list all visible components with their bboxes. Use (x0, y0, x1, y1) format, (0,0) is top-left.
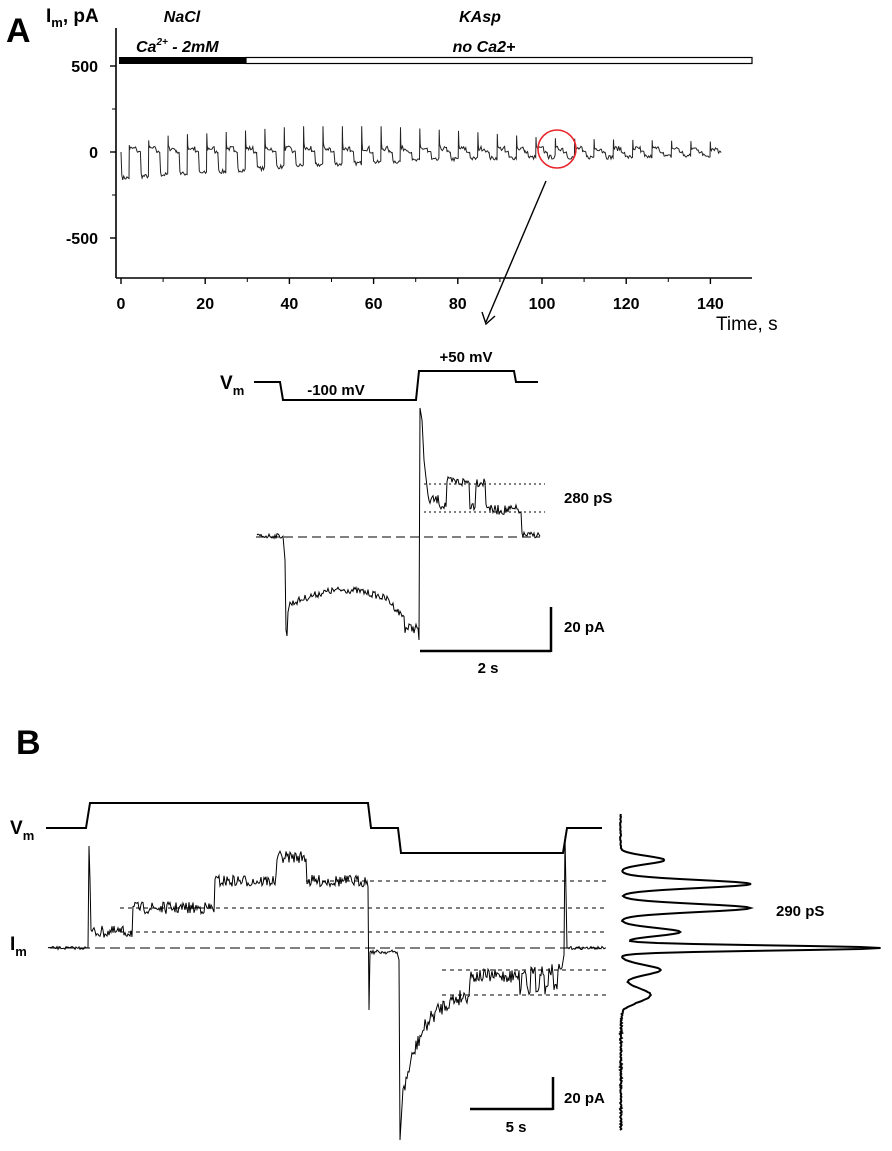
zoom-arrowhead (481, 311, 496, 326)
scale-time-a: 2 s (478, 660, 499, 677)
x-tick-label: 0 (117, 296, 126, 313)
x-axis-label: Time, s (716, 314, 778, 335)
x-ticks: 0 20 40 60 80 100 120 140 (117, 278, 724, 313)
solution-left-line2: Ca2+ - 2mM (136, 37, 219, 56)
x-tick-label: 40 (281, 296, 299, 313)
panel-a-ylabel: Im, pA (46, 6, 99, 30)
single-sweep-current-trace (256, 407, 541, 641)
vm-label-b: Vm (10, 818, 34, 843)
x-tick-label: 120 (613, 296, 640, 313)
conductance-label-b: 290 pS (776, 903, 824, 920)
x-tick-label: 20 (196, 296, 214, 313)
scale-current-b: 20 pA (564, 1090, 605, 1107)
highlight-circle (537, 129, 577, 169)
all-points-histogram (618, 813, 881, 1131)
solution-right-line2: no Ca2+ (453, 39, 516, 56)
panel-b-letter: B (16, 724, 41, 762)
current-trace-b (47, 835, 606, 1141)
step-neg-label: -100 mV (307, 382, 365, 399)
voltage-protocol-b (46, 802, 602, 854)
x-tick-label: 80 (449, 296, 467, 313)
panel-a-letter: A (6, 12, 31, 50)
y-tick-label: -500 (66, 231, 98, 248)
scale-current-a: 20 pA (564, 619, 605, 636)
x-tick-label: 60 (365, 296, 383, 313)
im-label-b: Im (10, 934, 27, 959)
solution-left-line1: NaCl (164, 9, 201, 26)
step-pos-label: +50 mV (440, 349, 493, 366)
x-tick-label: 100 (529, 296, 556, 313)
solution-right-line1: KAsp (459, 9, 501, 26)
solution-bar-kasp (245, 56, 753, 65)
y-ticks: 500 0 -500 (66, 59, 116, 248)
scale-time-b: 5 s (506, 1119, 527, 1136)
y-tick-label: 500 (71, 59, 98, 76)
x-tick-label: 140 (697, 296, 724, 313)
voltage-protocol-a (254, 370, 538, 401)
solution-bar-nacl (119, 57, 246, 64)
overview-current-trace (120, 126, 722, 181)
zoom-arrow (485, 180, 547, 323)
y-tick-label: 0 (89, 145, 98, 162)
vm-label-a: Vm (220, 373, 244, 398)
conductance-label-a: 280 pS (564, 490, 612, 507)
